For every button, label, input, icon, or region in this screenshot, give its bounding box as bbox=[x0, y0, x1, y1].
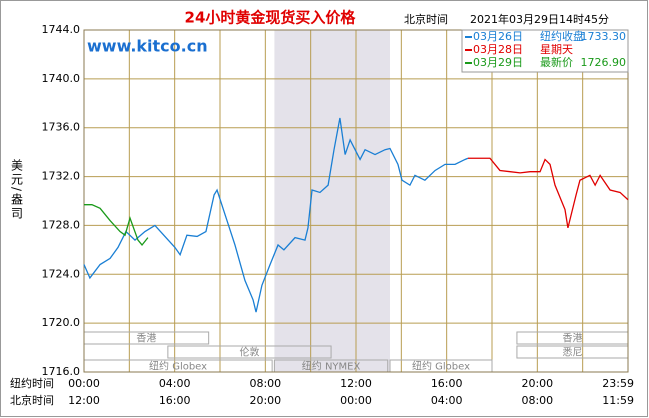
x-tick-label: 16:00 bbox=[431, 377, 463, 390]
x-tick-label: 12:00 bbox=[340, 377, 372, 390]
session-label: 伦敦 bbox=[239, 346, 259, 359]
legend-note: 最新价 bbox=[540, 55, 573, 69]
y-tick-label: 1740.0 bbox=[42, 72, 81, 85]
y-tick-label: 1744.0 bbox=[42, 23, 81, 36]
legend-price: 1726.90 bbox=[581, 56, 627, 69]
timestamp: 2021年03月29日14时45分 bbox=[470, 12, 609, 26]
legend-box bbox=[461, 29, 629, 73]
shaded-session bbox=[274, 30, 390, 372]
session-label: 香港 bbox=[136, 333, 156, 345]
price-line bbox=[83, 117, 469, 313]
session-label: 纽约 NYMEX bbox=[302, 360, 361, 373]
watermark: www.kitco.cn bbox=[87, 37, 208, 56]
x-tick-label: 20:00 bbox=[521, 377, 553, 390]
time-zone: 北京时间 bbox=[404, 12, 448, 26]
x-tick-label: 08:00 bbox=[521, 394, 553, 407]
legend-date: 03月29日 bbox=[473, 56, 523, 69]
y-tick-label: 1716.0 bbox=[42, 365, 81, 378]
x-tick-label: 00:00 bbox=[68, 377, 100, 390]
session-label: 香港 bbox=[562, 333, 582, 345]
x-tick-label: 20:00 bbox=[249, 394, 281, 407]
y-tick-label: 1736.0 bbox=[42, 121, 81, 134]
x-tick-label: 23:59 bbox=[602, 377, 634, 390]
x-tick-label: 16:00 bbox=[159, 394, 191, 407]
y-tick-label: 1724.0 bbox=[42, 267, 81, 280]
y-axis-label: 美元/盎司 bbox=[10, 159, 24, 221]
price-line bbox=[467, 157, 629, 229]
x-row-name: 纽约时间 bbox=[10, 376, 54, 390]
session-label: 悉尼 bbox=[562, 347, 582, 359]
legend-date: 03月26日 bbox=[473, 30, 523, 43]
x-tick-label: 08:00 bbox=[249, 377, 281, 390]
session-label: 纽约 Globex bbox=[149, 360, 207, 373]
x-tick-label: 00:00 bbox=[340, 394, 372, 407]
y-tick-label: 1720.0 bbox=[42, 316, 81, 329]
legend-price: 1733.30 bbox=[581, 30, 627, 43]
legend-note: 星期天 bbox=[540, 43, 573, 56]
plot-border bbox=[83, 29, 629, 373]
session-box bbox=[167, 345, 332, 359]
x-tick-label: 04:00 bbox=[431, 394, 463, 407]
price-line bbox=[84, 204, 149, 246]
legend-note: 纽约收盘 bbox=[540, 29, 584, 43]
x-row-name: 北京时间 bbox=[10, 393, 54, 407]
session-label: 纽约 Globex bbox=[412, 360, 470, 373]
x-tick-label: 12:00 bbox=[68, 394, 100, 407]
x-tick-label: 04:00 bbox=[159, 377, 191, 390]
legend-date: 03月28日 bbox=[473, 43, 523, 56]
y-tick-label: 1732.0 bbox=[42, 170, 81, 183]
y-tick-label: 1728.0 bbox=[42, 218, 81, 231]
x-tick-label: 11:59 bbox=[602, 394, 634, 407]
chart-title: 24小时黄金现货买入价格 bbox=[185, 9, 357, 27]
